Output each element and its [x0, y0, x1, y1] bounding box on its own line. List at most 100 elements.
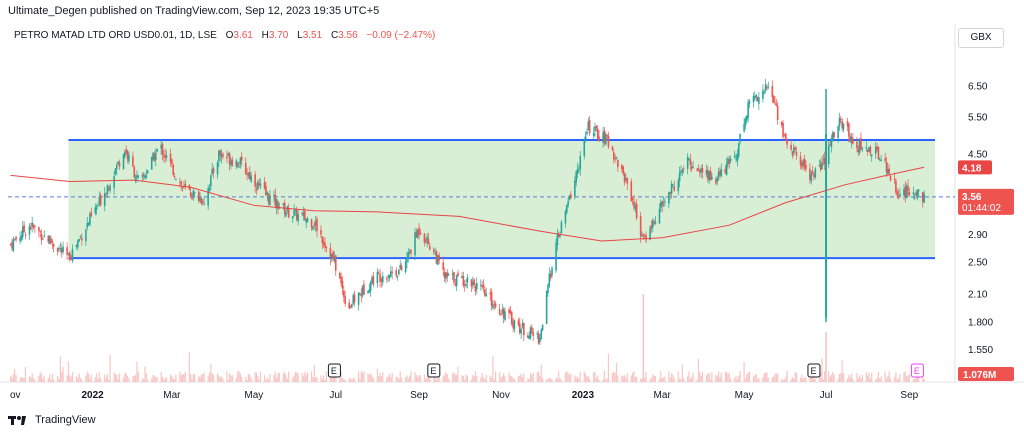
- volume-bar: [818, 376, 820, 382]
- volume-bar: [376, 368, 378, 382]
- candle-body: [320, 230, 322, 235]
- volume-bar: [658, 378, 661, 382]
- candle-body: [567, 201, 569, 206]
- candle-body: [696, 169, 698, 171]
- candle-body: [606, 134, 608, 136]
- candle-body: [680, 170, 682, 173]
- candle-body: [579, 156, 582, 170]
- volume-bar: [520, 373, 522, 382]
- volume-bar: [472, 374, 474, 382]
- candle-body: [649, 227, 651, 240]
- candle-body: [793, 148, 795, 154]
- candle-body: [508, 309, 510, 313]
- candle-body: [32, 225, 35, 228]
- volume-bar: [774, 373, 776, 382]
- volume-label: 1.076M: [963, 370, 996, 381]
- volume-bar: [427, 372, 430, 382]
- volume-bar: [484, 379, 486, 382]
- volume-bar: [125, 373, 127, 382]
- volume-bar: [297, 373, 299, 382]
- volume-bar: [153, 375, 156, 382]
- candle-body: [767, 86, 770, 88]
- candle-body: [771, 85, 774, 98]
- volume-bar: [802, 378, 804, 382]
- volume-bar: [775, 373, 777, 382]
- volume-bar: [387, 376, 389, 382]
- volume-bar: [367, 372, 369, 382]
- volume-bar: [755, 373, 757, 382]
- footer-brand: TradingView: [35, 414, 96, 426]
- candle-body: [754, 96, 756, 99]
- volume-bar: [200, 374, 203, 382]
- volume-bar: [809, 375, 811, 382]
- currency-button[interactable]: GBX: [958, 28, 1004, 48]
- volume-bar: [456, 374, 458, 382]
- volume-bar: [730, 378, 732, 382]
- volume-bar: [263, 375, 266, 382]
- volume-bar: [191, 378, 193, 382]
- candle-body: [78, 238, 80, 242]
- candle-body: [197, 191, 200, 202]
- y-tick-label: 2.50: [968, 257, 988, 268]
- candle-body: [633, 200, 635, 208]
- volume-bar: [315, 377, 317, 382]
- candle-body: [884, 158, 886, 161]
- candle-body: [200, 198, 203, 204]
- volume-bar: [876, 377, 878, 382]
- volume-bar: [875, 379, 877, 382]
- volume-bar: [368, 374, 370, 382]
- candle-body: [471, 282, 474, 286]
- volume-bar: [560, 379, 563, 382]
- candle-body: [257, 181, 259, 190]
- volume-bar: [546, 378, 548, 382]
- candle-body: [415, 232, 418, 237]
- candle-body: [316, 218, 318, 232]
- candle-body: [888, 168, 890, 174]
- earnings-marker: [427, 363, 441, 378]
- volume-bar: [90, 374, 92, 382]
- candle-body: [407, 252, 410, 260]
- candle-body: [756, 96, 759, 102]
- volume-bar: [62, 367, 64, 382]
- candle-body: [40, 233, 43, 241]
- candle-body: [416, 229, 419, 238]
- volume-bar: [724, 371, 726, 382]
- candle-body: [48, 236, 51, 244]
- candle-body: [559, 234, 561, 237]
- candle-body: [296, 209, 298, 220]
- candle-body: [348, 302, 350, 309]
- candle-body: [434, 252, 436, 254]
- y-tick-label: 4.50: [968, 149, 988, 160]
- candle-body: [860, 138, 862, 150]
- candle-body: [269, 195, 271, 206]
- x-tick-label: 2023: [572, 390, 595, 401]
- candle-body: [263, 181, 266, 189]
- volume-bar: [783, 379, 786, 382]
- candle-body: [641, 235, 643, 237]
- volume-bar: [613, 371, 615, 382]
- candle-body: [829, 143, 831, 146]
- volume-bar: [856, 372, 858, 382]
- candle-body: [97, 204, 99, 207]
- volume-bar: [173, 379, 176, 382]
- candle-body: [913, 193, 916, 195]
- volume-bar: [841, 360, 843, 382]
- volume-bar: [634, 376, 636, 382]
- candle-body: [238, 166, 240, 168]
- x-tick-label: Jul: [329, 390, 342, 401]
- candle-body: [427, 239, 430, 245]
- volume-bar: [908, 374, 910, 382]
- volume-bar: [865, 372, 867, 382]
- volume-bar: [323, 375, 325, 382]
- candle-body: [39, 231, 42, 233]
- candle-body: [164, 154, 166, 158]
- candle-body: [145, 175, 148, 178]
- candle-body: [745, 115, 748, 121]
- candle-body: [539, 338, 541, 343]
- volume-bar: [810, 377, 812, 382]
- candle-body: [343, 290, 345, 297]
- candle-body: [220, 154, 223, 158]
- candle-body: [842, 123, 845, 130]
- volume-bar: [302, 376, 305, 382]
